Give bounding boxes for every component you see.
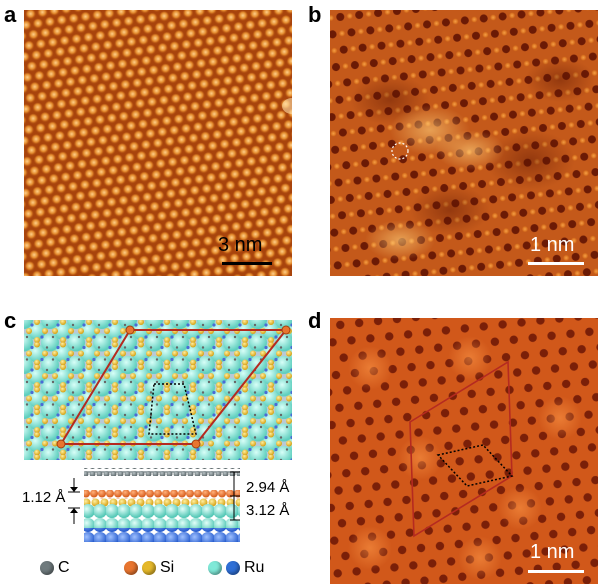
panel-b-lattice: [330, 10, 598, 276]
panel-d-letter: d: [308, 308, 322, 333]
panel-c-side-layers: [84, 468, 240, 542]
panel-a-letter: a: [4, 2, 17, 27]
legend-item-si: Si: [124, 559, 174, 577]
silicon-atom-icon: [124, 561, 138, 575]
panel-c-atomic-model: [24, 320, 292, 460]
legend-label-si: Si: [160, 559, 175, 576]
legend-item-c: C: [40, 559, 70, 577]
panel-d-lattice: [330, 318, 598, 584]
panel-b-defect-circle: [391, 142, 409, 160]
legend-label-ru: Ru: [244, 559, 265, 576]
panel-a-stm-image: [24, 10, 292, 276]
panel-b-stm-image: [330, 10, 598, 276]
panel-c-primitive-cell-outline: [148, 383, 197, 435]
panel-a-scale-bar: [222, 262, 272, 265]
panel-c-model-top-view: [24, 320, 292, 460]
panel-b-scale-label: 1 nm: [530, 234, 575, 256]
panel-c-left-arrows: [64, 478, 84, 528]
panel-c-dim-left: 1.12 Å: [22, 489, 66, 506]
ruthenium-atom-icon-2: [226, 561, 240, 575]
panel-d-primitive-cell-outline: [436, 444, 514, 487]
panel-b-letter: b: [308, 2, 322, 27]
panel-d-simulated-stm: [330, 318, 598, 584]
silicon-atom-icon-2: [142, 561, 156, 575]
panel-d-scale-bar: [528, 570, 584, 573]
legend-label-c: C: [58, 559, 70, 576]
panel-c-dim-bottom: 3.12 Å: [246, 502, 290, 519]
legend-item-ru: Ru: [208, 559, 264, 577]
panel-b-scale-bar: [528, 262, 584, 265]
panel-c-dim-top: 2.94 Å: [246, 479, 290, 496]
ruthenium-atom-icon: [208, 561, 222, 575]
panel-c-legend: C Si Ru: [30, 559, 280, 581]
panel-c-model-side-view: [82, 462, 242, 550]
panel-a-lattice: [24, 10, 292, 276]
carbon-atom-icon: [40, 561, 54, 575]
panel-a-scale-label: 3 nm: [218, 234, 263, 256]
panel-d-scale-label: 1 nm: [530, 541, 575, 563]
panel-c-letter: c: [4, 308, 17, 333]
